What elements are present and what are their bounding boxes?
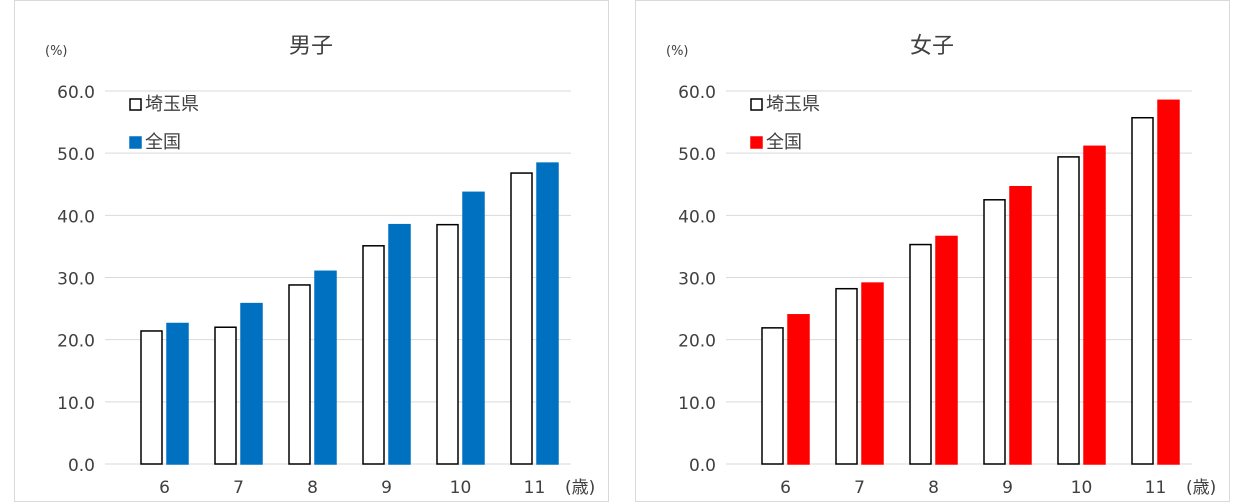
x-tick-label: 8 <box>307 478 318 498</box>
legend-label: 埼玉県 <box>145 94 199 115</box>
bar-national <box>787 314 810 465</box>
y-tick-label: 40.0 <box>57 207 95 227</box>
bar-saitama <box>835 287 858 465</box>
bar-national <box>1157 99 1180 465</box>
chart-panel-girls: 0.0 10.0 20.0 30.0 40.0 50.0 60.0 6 7 8 9 10 11 (歳) (%… <box>635 0 1230 502</box>
legend-swatch <box>129 136 142 149</box>
y-tick-label: 30.0 <box>678 270 716 290</box>
legend-swatch <box>129 98 142 111</box>
bar-saitama <box>362 245 385 465</box>
bar-saitama <box>436 223 459 465</box>
x-tick-label: 11 <box>524 478 546 498</box>
y-tick-label: 20.0 <box>57 332 95 352</box>
bar-national <box>935 235 958 465</box>
bar-saitama <box>510 172 533 465</box>
girls-bar-chart: 0.0 10.0 20.0 30.0 40.0 50.0 60.0 6 7 8 9 10 11 (歳) (%… <box>666 34 1216 498</box>
x-tick-label: 8 <box>928 478 939 498</box>
x-tick-label: 6 <box>780 478 791 498</box>
bar-national <box>861 282 884 465</box>
bar-national <box>1083 145 1106 465</box>
y-tick-label: 0.0 <box>689 456 716 476</box>
chart-panel-boys: 0.0 10.0 20.0 30.0 40.0 50.0 60.0 6 7 8 9 10 11 (歳) (%… <box>14 0 609 502</box>
bar-saitama <box>214 326 237 465</box>
x-tick-label: 9 <box>381 478 392 498</box>
y-tick-label: 60.0 <box>57 83 95 103</box>
bar-national <box>388 223 411 465</box>
legend-swatch <box>750 98 763 111</box>
y-tick-label: 20.0 <box>678 332 716 352</box>
y-tick-label: 10.0 <box>57 394 95 414</box>
y-axis-unit-label: (%) <box>666 44 689 59</box>
y-tick-label: 40.0 <box>678 207 716 227</box>
x-tick-label: 7 <box>854 478 865 498</box>
y-axis-unit-label: (%) <box>45 44 68 59</box>
bar-saitama <box>1057 156 1080 465</box>
y-tick-label: 50.0 <box>57 145 95 165</box>
legend-label: 全国 <box>145 132 181 153</box>
y-tick-label: 0.0 <box>68 456 95 476</box>
x-tick-label: 6 <box>159 478 170 498</box>
bar-saitama <box>288 284 311 465</box>
x-tick-label: 7 <box>233 478 244 498</box>
legend-swatch <box>750 136 763 149</box>
x-tick-label: 11 <box>1145 478 1167 498</box>
x-axis-unit-label: (歳) <box>1186 478 1216 498</box>
legend-label: 埼玉県 <box>766 94 820 115</box>
x-axis-unit-label: (歳) <box>565 478 595 498</box>
bar-national <box>462 191 485 465</box>
bar-national <box>1009 185 1032 465</box>
boys-bar-chart: 0.0 10.0 20.0 30.0 40.0 50.0 60.0 6 7 8 9 10 11 (歳) (%… <box>45 34 595 498</box>
bar-saitama <box>983 199 1006 465</box>
bar-national <box>314 270 337 465</box>
bar-national <box>166 322 189 465</box>
y-tick-label: 50.0 <box>678 145 716 165</box>
chart-title: 女子 <box>910 34 954 59</box>
bar-saitama <box>1131 116 1154 465</box>
y-tick-label: 60.0 <box>678 83 716 103</box>
y-tick-label: 30.0 <box>57 270 95 290</box>
x-tick-label: 10 <box>1071 478 1093 498</box>
bar-saitama <box>761 327 784 465</box>
bar-national <box>536 162 559 465</box>
legend-label: 全国 <box>766 132 802 153</box>
x-tick-label: 9 <box>1002 478 1013 498</box>
chart-title: 男子 <box>289 34 333 59</box>
bar-saitama <box>909 243 932 465</box>
bar-saitama <box>140 330 163 465</box>
y-tick-label: 10.0 <box>678 394 716 414</box>
x-tick-label: 10 <box>450 478 472 498</box>
bar-national <box>240 302 263 465</box>
